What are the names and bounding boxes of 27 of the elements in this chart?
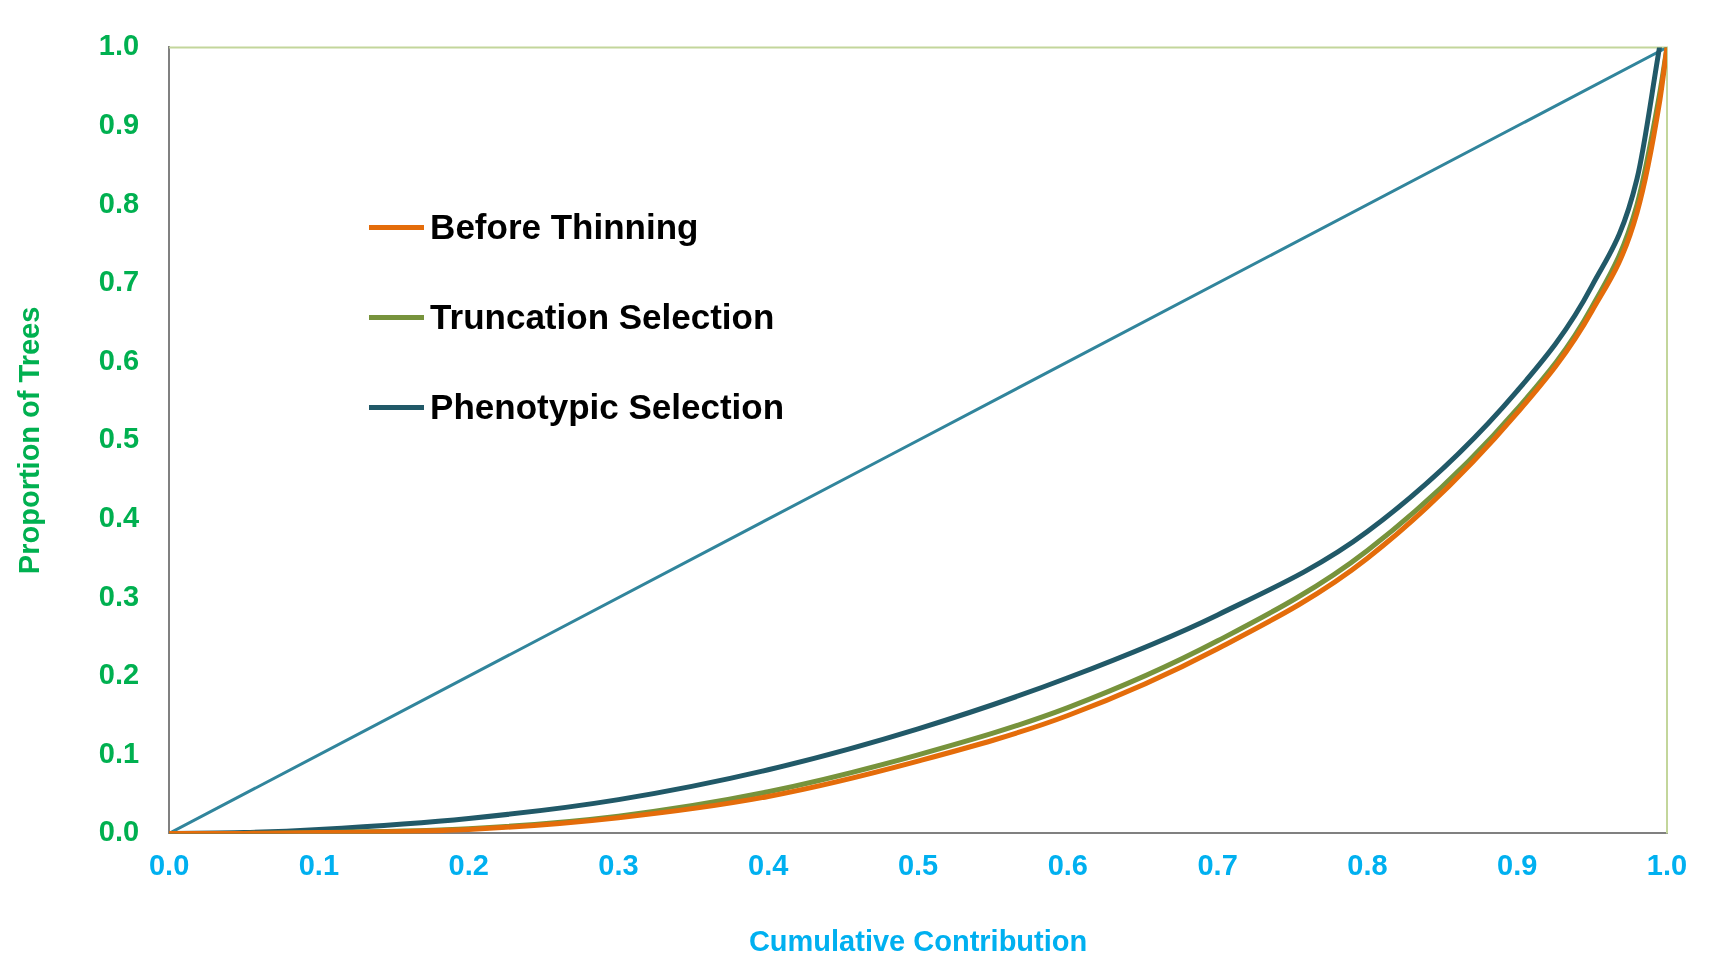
legend-label: Phenotypic Selection — [430, 387, 785, 428]
y-tick-label: 0.0 — [98, 815, 140, 848]
x-tick-label: 0.4 — [748, 848, 789, 881]
y-tick-label: 0.1 — [98, 736, 140, 769]
x-tick-label: 0.8 — [1347, 848, 1388, 881]
legend-label: Before Thinning — [430, 207, 699, 248]
x-tick-label: 0.6 — [1047, 848, 1089, 881]
x-tick-label: 0.1 — [298, 848, 340, 881]
x-tick-label: 1.0 — [1646, 848, 1688, 881]
x-axis-title: Cumulative Contribution — [748, 924, 1088, 957]
x-tick-label: 0.9 — [1497, 848, 1538, 881]
y-tick-label: 0.5 — [98, 422, 140, 455]
y-tick-label: 0.4 — [98, 501, 140, 533]
y-tick-label: 0.9 — [98, 108, 140, 140]
y-tick-label: 0.2 — [98, 658, 140, 691]
x-tick-label: 0.5 — [897, 848, 939, 881]
x-tick-label: 0.2 — [448, 848, 489, 881]
x-tick-label: 0.3 — [598, 848, 639, 881]
legend-label: Truncation Selection — [430, 297, 775, 338]
x-tick-label: 0.7 — [1197, 848, 1238, 881]
y-tick-label: 0.3 — [98, 579, 140, 612]
y-axis-title: Proportion of Trees — [13, 306, 46, 575]
y-tick-label: 0.8 — [98, 186, 140, 219]
x-tick-label: 0.0 — [148, 848, 190, 881]
y-tick-label: 0.6 — [98, 343, 140, 376]
y-tick-label: 0.7 — [98, 265, 140, 298]
y-tick-label: 1.0 — [98, 29, 140, 62]
